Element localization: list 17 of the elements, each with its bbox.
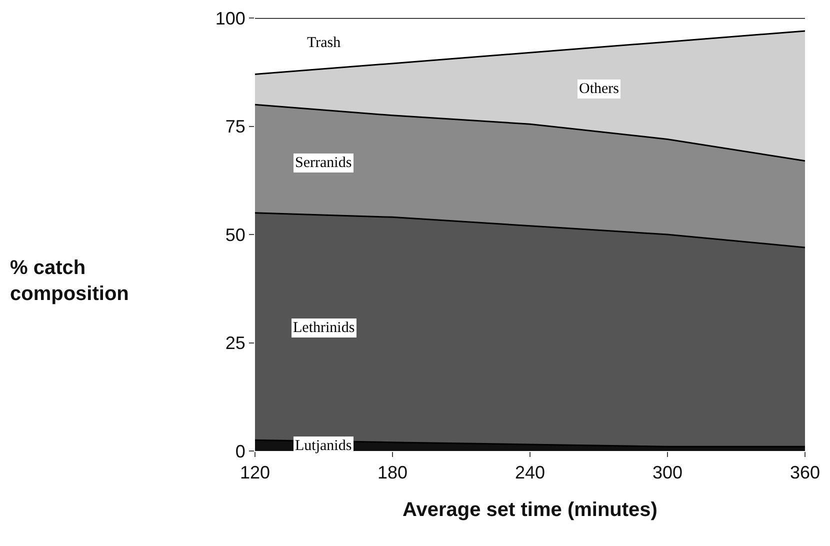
y-tick-label: 25	[225, 333, 246, 354]
y-tick-label: 100	[215, 8, 246, 28]
y-tick-label: 50	[225, 224, 246, 245]
y-tick-label: 75	[225, 116, 246, 137]
x-tick-label: 360	[790, 462, 820, 483]
x-tick-label: 120	[240, 462, 270, 483]
series-label: Lethrinids	[293, 320, 355, 336]
y-tick-label: 0	[235, 441, 246, 462]
x-axis-title: Average set time (minutes)	[402, 499, 658, 522]
x-tick-label: 240	[514, 462, 546, 483]
series-label: Lutjanids	[295, 438, 352, 454]
x-tick-label: 300	[652, 462, 683, 483]
x-tick-label: 180	[377, 462, 408, 483]
series-label: Trash	[307, 35, 342, 51]
series-label: Serranids	[295, 155, 352, 171]
series-label: Others	[579, 81, 620, 97]
y-axis-title: % catch composition	[10, 256, 130, 307]
